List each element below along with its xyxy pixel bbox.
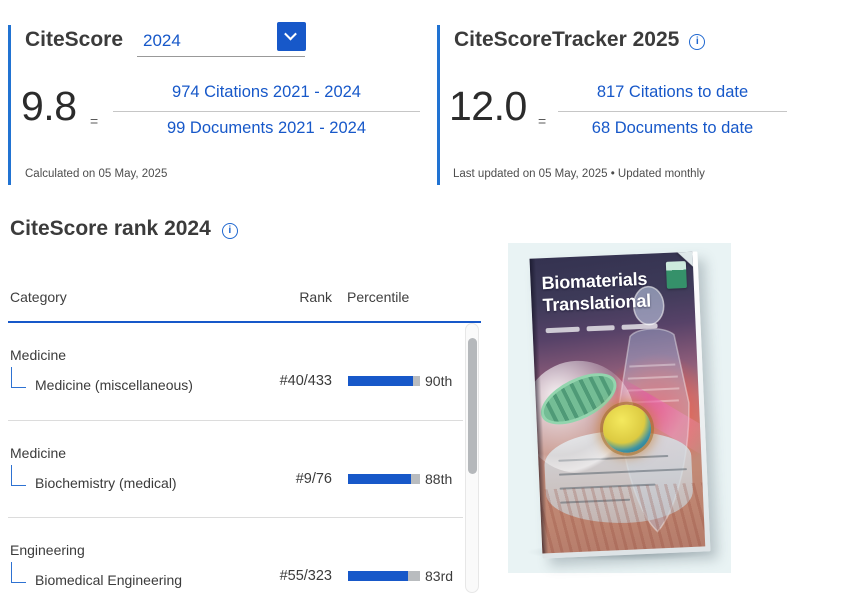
chevron-down-icon	[284, 27, 297, 41]
page-curl	[676, 251, 695, 269]
parent-category-label: Medicine	[10, 445, 67, 461]
journal-cover-image: Biomaterials Translational	[508, 243, 731, 573]
info-icon[interactable]: i	[689, 33, 706, 50]
citescore-fraction: 974 Citations 2021 - 2024 99 Documents 2…	[113, 83, 420, 143]
tree-branch-icon	[11, 367, 26, 388]
citations-to-date-link[interactable]: 817 Citations to date	[596, 83, 749, 101]
subcategory-label: Medicine (miscellaneous)	[35, 377, 193, 393]
journal-title: Biomaterials Translational	[541, 268, 652, 316]
documents-link[interactable]: 99 Documents 2021 - 2024	[166, 119, 367, 137]
journal-cover-book: Biomaterials Translational	[529, 251, 711, 559]
citescore-year-value[interactable]: 2024	[143, 31, 181, 50]
percentile-bar	[348, 474, 420, 484]
tracker-fraction: 817 Citations to date 68 Documents to da…	[558, 83, 787, 143]
documents-to-date-link[interactable]: 68 Documents to date	[591, 119, 754, 137]
parent-category-label: Medicine	[10, 347, 67, 363]
citescore-panel: CiteScore 2024 9.8 = 974 Citations 2021 …	[8, 22, 420, 188]
info-icon[interactable]: i	[221, 222, 238, 239]
percentile-bar	[348, 571, 420, 581]
equals-sign: =	[90, 113, 99, 129]
subcategory-label: Biochemistry (medical)	[35, 475, 177, 491]
tree-branch-icon	[11, 562, 26, 583]
citations-link[interactable]: 974 Citations 2021 - 2024	[172, 83, 361, 101]
rank-value: #9/76	[295, 471, 332, 487]
rank-value: #55/323	[279, 568, 332, 584]
citescore-title: CiteScore	[25, 28, 124, 51]
column-header-rank: Rank	[299, 289, 332, 305]
citescore-tracker-panel: CiteScoreTracker 2025 i 12.0 = 817 Citat…	[437, 25, 857, 188]
tracker-title: CiteScoreTracker 2025	[454, 28, 680, 51]
percentile-bar-fill	[348, 474, 412, 484]
parent-category-label: Engineering	[10, 542, 85, 558]
percentile-value: 83rd	[425, 568, 454, 584]
row-divider	[8, 517, 463, 518]
table-header-rule	[8, 321, 481, 323]
fraction-divider	[113, 111, 420, 112]
table-row: Medicine Medicine (miscellaneous) #40/43…	[8, 323, 463, 420]
table-row: Medicine Biochemistry (medical) #9/76 88…	[8, 421, 463, 518]
rank-section-title: CiteScore rank 2024	[10, 217, 211, 240]
citescore-rank-section: CiteScore rank 2024 i Category Rank Perc…	[8, 215, 481, 593]
citescore-footnote: Calculated on 05 May, 2025	[25, 168, 168, 180]
percentile-bar-fill	[348, 376, 413, 386]
column-header-category: Category	[10, 289, 67, 305]
citescore-value: 9.8	[21, 83, 77, 129]
percentile-value: 90th	[425, 373, 453, 389]
citescore-year-select[interactable]: 2024	[137, 22, 306, 57]
rank-value: #40/433	[279, 373, 332, 389]
year-dropdown-button[interactable]	[277, 22, 306, 51]
tracker-value: 12.0	[449, 83, 527, 129]
tracker-footnote: Last updated on 05 May, 2025 • Updated m…	[453, 168, 705, 180]
table-row: Engineering Biomedical Engineering #55/3…	[8, 518, 463, 593]
accent-bar	[437, 25, 440, 185]
scrollbar-track[interactable]	[465, 323, 479, 593]
scrollbar-thumb[interactable]	[467, 338, 477, 474]
percentile-bar	[348, 376, 420, 386]
rank-table-viewport: Medicine Medicine (miscellaneous) #40/43…	[8, 323, 481, 593]
tree-branch-icon	[11, 465, 26, 486]
cover-art-tissue	[539, 482, 706, 554]
subcategory-label: Biomedical Engineering	[35, 572, 183, 588]
percentile-bar-fill	[348, 571, 408, 581]
row-divider	[8, 420, 463, 421]
column-header-percentile: Percentile	[347, 289, 410, 305]
book-front-cover: Biomaterials Translational	[529, 251, 706, 554]
equals-sign: =	[538, 113, 547, 129]
percentile-value: 88th	[425, 471, 453, 487]
fraction-divider	[558, 111, 787, 112]
accent-bar	[8, 25, 11, 185]
